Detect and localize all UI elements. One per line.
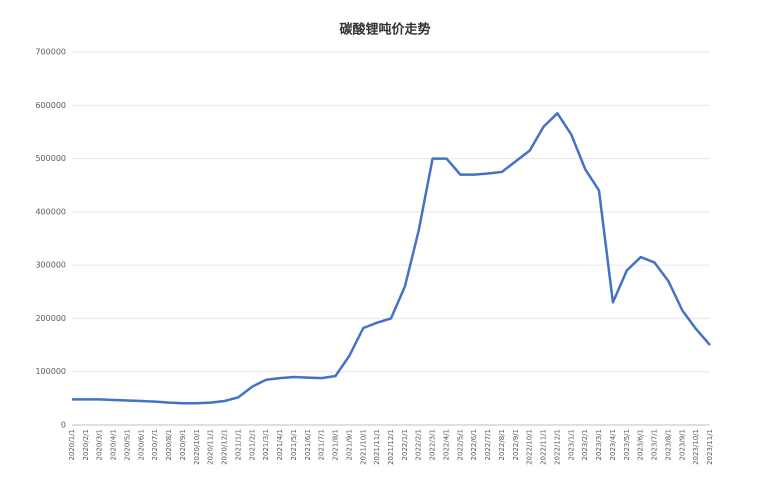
x-tick-label: 2021/9/1 [345,429,353,460]
x-tick-label: 2023/6/1 [637,429,645,460]
x-tick-label: 2022/4/1 [442,429,450,460]
x-tick-label: 2022/10/1 [526,429,534,465]
x-tick-label: 2021/12/1 [387,429,395,465]
x-tick-label: 2023/5/1 [623,429,631,460]
x-tick-label: 2022/6/1 [470,429,478,460]
x-tick-label: 2020/8/1 [165,429,173,460]
x-tick-label: 2023/8/1 [664,429,672,460]
x-tick-label: 2022/8/1 [498,429,506,460]
x-tick-label: 2021/11/1 [373,429,381,465]
x-tick-label: 2021/2/1 [248,429,256,460]
x-tick-label: 2022/3/1 [429,429,437,460]
x-tick-label: 2022/9/1 [512,429,520,460]
x-tick-label: 2023/11/1 [706,429,714,465]
x-tick-label: 2021/10/1 [359,429,367,465]
y-tick-label: 600000 [35,101,66,110]
x-tick-label: 2023/10/1 [692,429,700,465]
x-tick-label: 2020/10/1 [193,429,201,465]
y-tick-label: 0 [61,421,66,430]
x-tick-label: 2021/3/1 [262,429,270,460]
x-tick-label: 2021/1/1 [234,429,242,460]
x-tick-label: 2021/7/1 [318,429,326,460]
x-tick-label: 2022/7/1 [484,429,492,460]
x-tick-label: 2022/1/1 [401,429,409,460]
x-tick-label: 2020/12/1 [221,429,229,465]
y-tick-label: 500000 [35,154,66,163]
x-tick-label: 2020/3/1 [96,429,104,460]
x-tick-label: 2023/3/1 [595,429,603,460]
x-tick-label: 2023/1/1 [567,429,575,460]
x-tick-label: 2023/9/1 [678,429,686,460]
x-tick-label: 2022/2/1 [415,429,423,460]
x-tick-label: 2023/2/1 [581,429,589,460]
x-tick-label: 2020/6/1 [137,429,145,460]
x-tick-label: 2020/7/1 [151,429,159,460]
x-tick-label: 2020/1/1 [68,429,76,460]
x-tick-label: 2020/2/1 [82,429,90,460]
x-tick-label: 2020/5/1 [123,429,131,460]
line [72,112,711,405]
x-tick-label: 2021/6/1 [304,429,312,460]
x-tick-label: 2021/5/1 [290,429,298,460]
x-tick-label: 2021/8/1 [332,429,340,460]
x-tick-label: 2020/11/1 [207,429,215,465]
x-tick-label: 2020/4/1 [110,429,118,460]
x-tick-label: 2023/7/1 [651,429,659,460]
y-tick-label: 100000 [35,367,66,376]
y-tick-label: 300000 [35,261,66,270]
y-tick-label: 700000 [35,48,66,57]
x-tick-label: 2020/9/1 [179,429,187,460]
x-tick-label: 2022/5/1 [456,429,464,460]
y-tick-label: 200000 [35,314,66,323]
y-tick-label: 400000 [35,207,66,216]
x-tick-label: 2022/11/1 [540,429,548,465]
x-tick-label: 2023/4/1 [609,429,617,460]
x-tick-label: 2022/12/1 [553,429,561,465]
chart-title: 碳酸锂吨价走势 [339,22,430,38]
x-tick-label: 2021/4/1 [276,429,284,460]
